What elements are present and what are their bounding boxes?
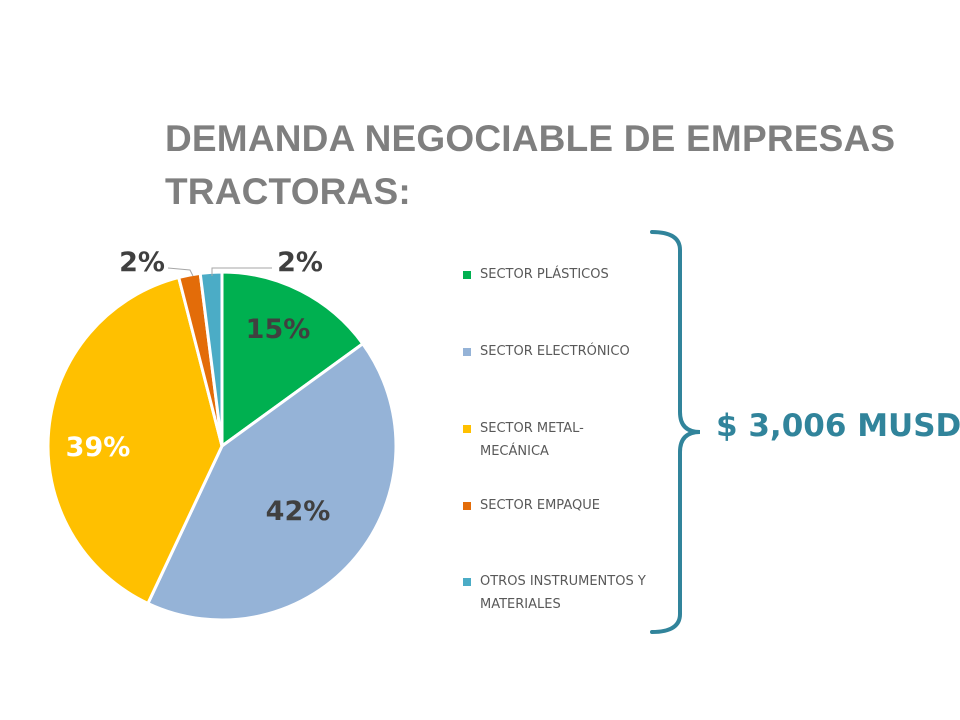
legend-item-plasticos: SECTOR PLÁSTICOS	[463, 263, 683, 286]
pie-slice-electronico	[146, 342, 398, 622]
pie-slice-metal-mecanica	[46, 275, 224, 605]
legend-swatch-electronico	[463, 348, 471, 356]
legend-swatch-empaque	[463, 502, 471, 510]
legend-label-empaque: SECTOR EMPAQUE	[480, 498, 600, 513]
legend-swatch-plasticos	[463, 271, 471, 279]
legend-item-metal-mecanica: SECTOR METAL- MECÁNICA	[463, 417, 683, 463]
curly-brace-icon	[650, 230, 701, 634]
legend-label-otros: OTROS INSTRUMENTOS Y MATERIALES	[480, 574, 646, 612]
data-label-electronico: 42%	[266, 496, 331, 527]
leader-line-empaque	[167, 267, 194, 277]
data-label-metal-mecanica: 39%	[66, 432, 131, 463]
leader-line-otros	[211, 267, 272, 276]
legend-label-metal-mecanica: SECTOR METAL- MECÁNICA	[480, 421, 584, 459]
legend-label-plasticos: SECTOR PLÁSTICOS	[480, 267, 609, 282]
data-label-plasticos: 15%	[246, 314, 311, 345]
legend-label-electronico: SECTOR ELECTRÓNICO	[480, 344, 630, 359]
legend-item-electronico: SECTOR ELECTRÓNICO	[463, 340, 683, 363]
data-label-otros: 2%	[277, 247, 323, 278]
slide-title-line-1: DEMANDA NEGOCIABLE DE EMPRESAS	[165, 118, 896, 159]
legend-item-otros: OTROS INSTRUMENTOS Y MATERIALES	[463, 570, 683, 616]
total-amount: $ 3,006 MUSD	[716, 408, 960, 444]
legend-item-empaque: SECTOR EMPAQUE	[463, 494, 683, 517]
legend-swatch-otros	[463, 578, 471, 586]
legend-swatch-metal-mecanica	[463, 425, 471, 433]
data-label-empaque: 2%	[119, 247, 165, 278]
pie-slice-otros	[198, 270, 224, 448]
slide-title-line-2: TRACTORAS:	[165, 171, 411, 212]
pie-slice-plasticos	[220, 270, 365, 448]
slide-title: DEMANDA NEGOCIABLE DE EMPRESAS TRACTORAS…	[165, 112, 925, 218]
